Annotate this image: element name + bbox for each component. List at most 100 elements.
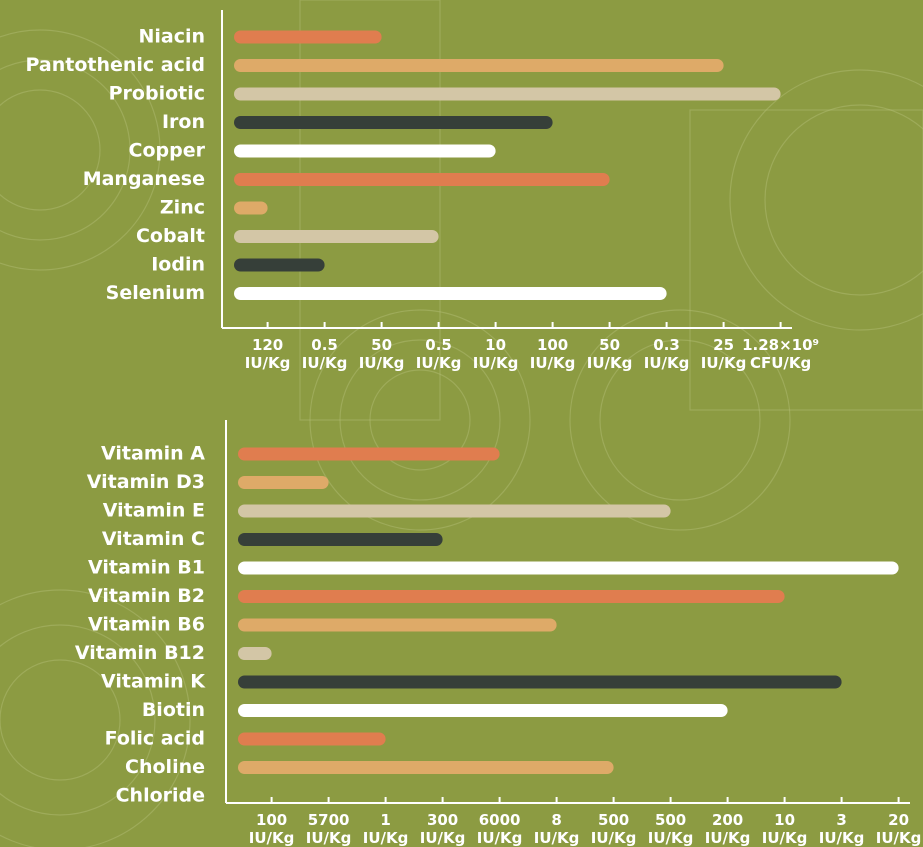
tick-unit: IU/Kg bbox=[819, 829, 865, 847]
tick-unit: IU/Kg bbox=[530, 354, 576, 372]
category-label: Vitamin B6 bbox=[88, 614, 205, 636]
tick-value: 50 bbox=[599, 336, 620, 354]
tick-unit: IU/Kg bbox=[644, 354, 690, 372]
tick-value: 50 bbox=[371, 336, 392, 354]
tick-value: 5700 bbox=[308, 811, 350, 829]
bar bbox=[238, 562, 899, 575]
bar bbox=[234, 59, 724, 72]
category-label: Iron bbox=[162, 111, 205, 133]
tick-value: 1 bbox=[380, 811, 390, 829]
category-label: Iodin bbox=[151, 254, 205, 276]
tick-unit: IU/Kg bbox=[359, 354, 405, 372]
bar bbox=[234, 259, 325, 272]
category-label: Chloride bbox=[116, 785, 205, 807]
bar bbox=[238, 448, 500, 461]
category-label: Probiotic bbox=[109, 83, 205, 105]
bar bbox=[234, 31, 382, 44]
x-tick-label: 1.28×10⁹CFU/Kg bbox=[742, 336, 819, 372]
tick-value: 25 bbox=[713, 336, 734, 354]
category-label: Niacin bbox=[138, 26, 205, 48]
category-label: Cobalt bbox=[136, 225, 205, 247]
bar bbox=[238, 647, 272, 660]
category-label: Selenium bbox=[106, 282, 205, 304]
tick-unit: IU/Kg bbox=[420, 829, 466, 847]
tick-value: 10 bbox=[485, 336, 506, 354]
tick-unit: IU/Kg bbox=[587, 354, 633, 372]
bar bbox=[234, 173, 610, 186]
tick-value: 500 bbox=[598, 811, 629, 829]
category-label: Pantothenic acid bbox=[25, 54, 205, 76]
tick-value: 6000 bbox=[479, 811, 521, 829]
category-label: Vitamin B1 bbox=[88, 557, 205, 579]
bar bbox=[238, 505, 671, 518]
bar bbox=[234, 287, 667, 300]
tick-value: 120 bbox=[252, 336, 283, 354]
tick-value: 300 bbox=[427, 811, 458, 829]
tick-value: 100 bbox=[256, 811, 287, 829]
category-label: Vitamin C bbox=[102, 528, 205, 550]
tick-unit: IU/Kg bbox=[249, 829, 295, 847]
tick-unit: CFU/Kg bbox=[750, 354, 811, 372]
tick-unit: IU/Kg bbox=[591, 829, 637, 847]
category-label: Copper bbox=[129, 140, 206, 162]
category-label: Vitamin D3 bbox=[87, 471, 205, 493]
bar bbox=[238, 476, 329, 489]
bar bbox=[234, 88, 781, 101]
tick-unit: IU/Kg bbox=[306, 829, 352, 847]
bar bbox=[238, 733, 386, 746]
tick-unit: IU/Kg bbox=[701, 354, 747, 372]
category-label: Biotin bbox=[142, 699, 205, 721]
tick-unit: IU/Kg bbox=[762, 829, 808, 847]
tick-unit: IU/Kg bbox=[416, 354, 462, 372]
category-label: Vitamin B12 bbox=[75, 642, 205, 664]
bar bbox=[238, 533, 443, 546]
tick-unit: IU/Kg bbox=[302, 354, 348, 372]
tick-value: 8 bbox=[551, 811, 561, 829]
bar bbox=[238, 590, 785, 603]
tick-value: 3 bbox=[836, 811, 846, 829]
tick-unit: IU/Kg bbox=[363, 829, 409, 847]
category-label: Folic acid bbox=[105, 728, 205, 750]
category-label: Vitamin K bbox=[101, 671, 206, 693]
tick-value: 0.3 bbox=[653, 336, 680, 354]
tick-value: 100 bbox=[537, 336, 568, 354]
tick-value: 500 bbox=[655, 811, 686, 829]
category-label: Zinc bbox=[160, 197, 205, 219]
bar bbox=[234, 145, 496, 158]
category-label: Manganese bbox=[83, 168, 205, 190]
tick-unit: IU/Kg bbox=[705, 829, 751, 847]
tick-value: 20 bbox=[888, 811, 909, 829]
tick-value: 10 bbox=[774, 811, 795, 829]
category-label: Vitamin E bbox=[103, 500, 205, 522]
bar bbox=[238, 619, 557, 632]
category-label: Vitamin A bbox=[101, 443, 205, 465]
bar bbox=[234, 230, 439, 243]
tick-value: 0.5 bbox=[425, 336, 452, 354]
tick-unit: IU/Kg bbox=[648, 829, 694, 847]
tick-value: 200 bbox=[712, 811, 743, 829]
tick-value: 0.5 bbox=[311, 336, 338, 354]
bar bbox=[238, 704, 728, 717]
category-label: Choline bbox=[125, 756, 205, 778]
infographic: Niacin Pantothenic acid Probiotic Iron Coppe… bbox=[0, 0, 923, 847]
bar bbox=[234, 116, 553, 129]
